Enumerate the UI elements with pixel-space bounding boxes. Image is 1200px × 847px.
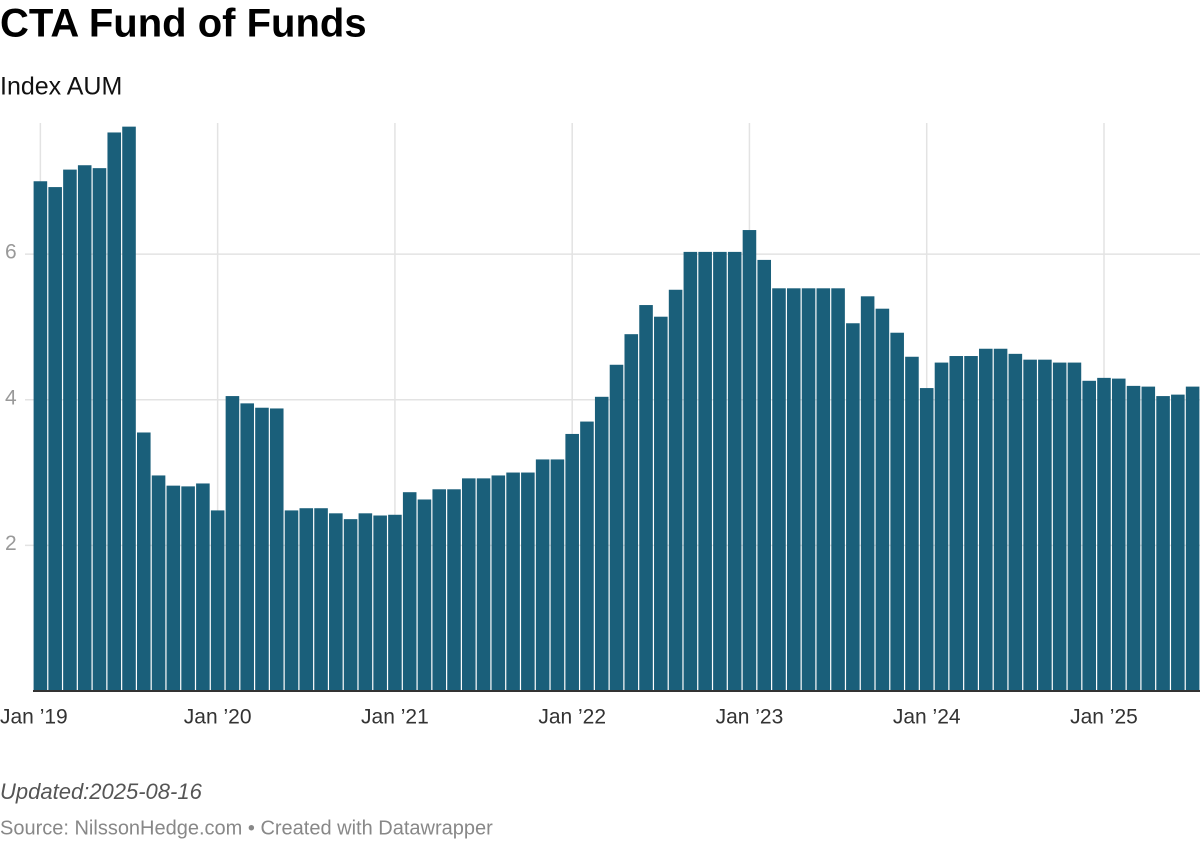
bar [993, 348, 1008, 691]
bar [269, 408, 284, 691]
bar [196, 483, 210, 691]
bar [255, 407, 269, 691]
bar [919, 388, 934, 691]
bar [373, 515, 387, 691]
y-tick-label: 2 [5, 532, 17, 555]
bar [1008, 353, 1023, 691]
bar [63, 169, 77, 692]
bar [1023, 359, 1037, 691]
bar [668, 289, 683, 691]
bar [565, 433, 579, 691]
bar [772, 288, 786, 691]
x-tick-label: Jan ’24 [893, 706, 961, 729]
bar [137, 432, 151, 691]
bar [713, 251, 727, 691]
bar [299, 508, 314, 691]
bar [875, 308, 890, 691]
source-note: Source: NilssonHedge.com • Created with … [0, 817, 493, 839]
bar [1111, 378, 1126, 691]
x-tick-label: Jan ’21 [361, 706, 429, 729]
bar [698, 251, 712, 691]
bar [816, 288, 831, 691]
bar [48, 187, 62, 692]
bar [683, 251, 698, 691]
bar [329, 513, 343, 691]
bar [624, 334, 639, 691]
chart-title: CTA Fund of Funds [0, 2, 367, 46]
x-tick-label: Jan ’23 [716, 706, 784, 729]
bar [388, 514, 402, 691]
x-tick-label: Jan ’19 [0, 706, 68, 729]
bar [417, 499, 432, 691]
bar [1156, 396, 1170, 691]
bar [107, 132, 122, 691]
bar [964, 356, 978, 691]
bar [521, 472, 535, 691]
bar [890, 332, 904, 691]
bar [639, 305, 653, 691]
bar [1038, 359, 1052, 691]
bar [1141, 386, 1156, 691]
bar [979, 348, 993, 691]
bar [757, 259, 772, 691]
bar [1126, 385, 1141, 691]
bar [860, 296, 875, 691]
bar [181, 486, 195, 691]
bar [358, 513, 373, 691]
bar [550, 459, 565, 691]
bar [949, 356, 964, 691]
bar [594, 396, 609, 691]
bar [1082, 380, 1096, 691]
bar [727, 251, 742, 691]
bar [742, 230, 757, 692]
bar [33, 181, 48, 691]
bar [1067, 362, 1082, 691]
bar [1052, 362, 1067, 691]
bar [314, 508, 328, 691]
bar [92, 168, 107, 692]
bar [491, 475, 506, 691]
bar [506, 472, 520, 691]
bar [654, 316, 668, 691]
x-tick-label: Jan ’20 [184, 706, 252, 729]
bar [77, 165, 92, 691]
bar [905, 356, 919, 691]
bar [609, 364, 624, 691]
bar [476, 478, 491, 691]
bar [580, 421, 594, 691]
bar [284, 510, 299, 691]
bar [786, 288, 801, 691]
bar [535, 459, 550, 691]
bar [1097, 377, 1111, 691]
bar [461, 478, 476, 691]
bar [210, 510, 225, 691]
y-tick-label: 4 [5, 386, 17, 409]
bar [122, 126, 136, 691]
bar [934, 362, 949, 691]
bar [240, 403, 254, 691]
bar [447, 489, 461, 691]
bar [831, 288, 845, 691]
x-tick-label: Jan ’22 [538, 706, 606, 729]
bar [846, 323, 860, 691]
x-tick-label: Jan ’25 [1070, 706, 1138, 729]
bar [1185, 386, 1200, 691]
bar [225, 396, 240, 691]
chart-subtitle: Index AUM [0, 73, 122, 101]
updated-note: Updated:2025-08-16 [0, 779, 203, 804]
bar [432, 489, 447, 691]
bar [402, 492, 417, 691]
bar [1171, 394, 1185, 691]
bar [343, 519, 358, 691]
bar [151, 475, 166, 691]
bar [801, 288, 816, 691]
bar [166, 485, 181, 691]
y-tick-label: 6 [5, 241, 17, 264]
